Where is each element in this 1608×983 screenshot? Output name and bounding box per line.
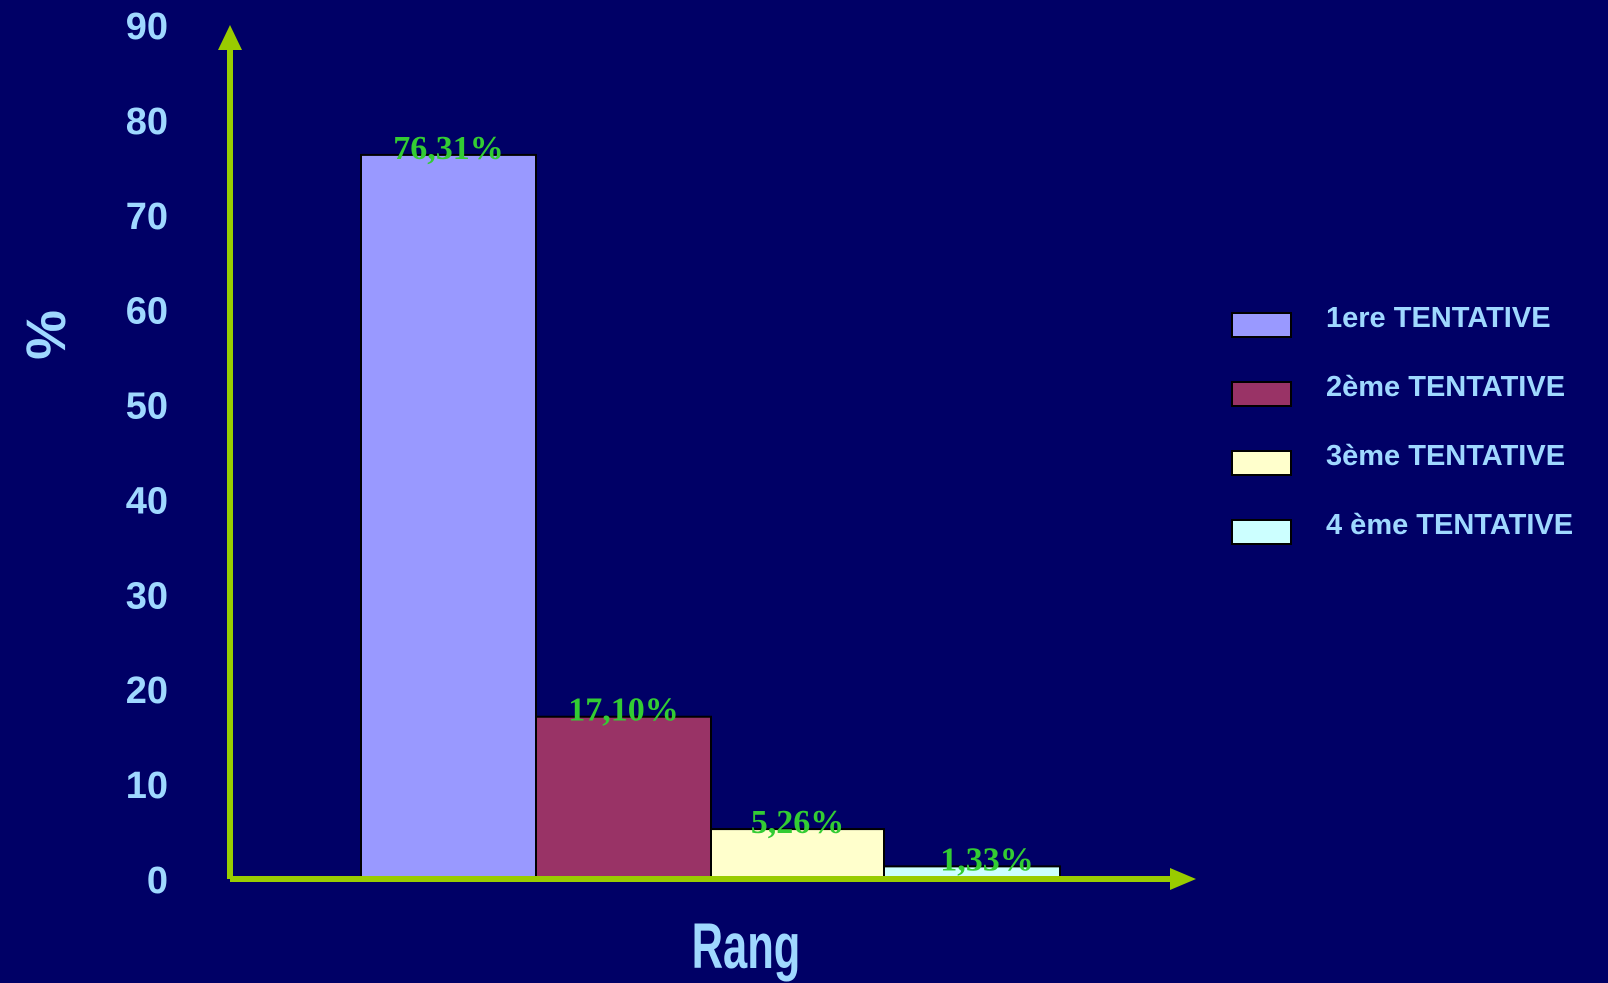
- legend-label-2: 2ème TENTATIVE: [1326, 371, 1565, 403]
- legend-label-4: 4 ème TENTATIVE: [1326, 509, 1573, 541]
- bar-1: [360, 153, 537, 880]
- legend-swatch-2: [1231, 381, 1292, 407]
- y-tick-label: 80: [126, 101, 168, 143]
- axes: [218, 25, 1196, 890]
- data-labels: 76,31% 17,10% 5,26% 1,33%: [393, 130, 1034, 878]
- bars: [360, 153, 1061, 880]
- y-tick-label: 10: [126, 765, 168, 807]
- legend-swatch-3: [1231, 450, 1292, 476]
- bar-3: [710, 828, 885, 880]
- data-label-2: 17,10%: [568, 692, 679, 729]
- y-axis-arrow: [218, 25, 242, 50]
- legend: 1ere TENTATIVE 2ème TENTATIVE 3ème TENTATI…: [1231, 302, 1573, 545]
- y-tick-label: 70: [126, 196, 168, 238]
- x-axis-arrow: [1170, 868, 1196, 890]
- legend-label-1: 1ere TENTATIVE: [1326, 302, 1551, 334]
- y-tick-label: 60: [126, 291, 168, 333]
- y-tick-label: 30: [126, 575, 168, 617]
- data-label-3: 5,26%: [751, 804, 845, 841]
- legend-swatch-4: [1231, 519, 1292, 545]
- y-tick-label: 40: [126, 480, 168, 522]
- y-axis-ticks: 0 10 20 30 40 50 60 70 80 90: [126, 6, 168, 902]
- y-tick-label: 90: [126, 6, 168, 48]
- legend-label-3: 3ème TENTATIVE: [1326, 440, 1565, 472]
- y-tick-label: 50: [126, 386, 168, 428]
- x-axis-label: Rang: [692, 910, 801, 983]
- y-tick-label: 20: [126, 670, 168, 712]
- data-label-1: 76,31%: [393, 130, 504, 167]
- data-label-4: 1,33%: [940, 841, 1034, 878]
- bar-2: [535, 715, 712, 880]
- y-tick-label: 0: [147, 860, 168, 902]
- y-axis-label: %: [14, 310, 77, 360]
- legend-swatch-1: [1231, 312, 1292, 338]
